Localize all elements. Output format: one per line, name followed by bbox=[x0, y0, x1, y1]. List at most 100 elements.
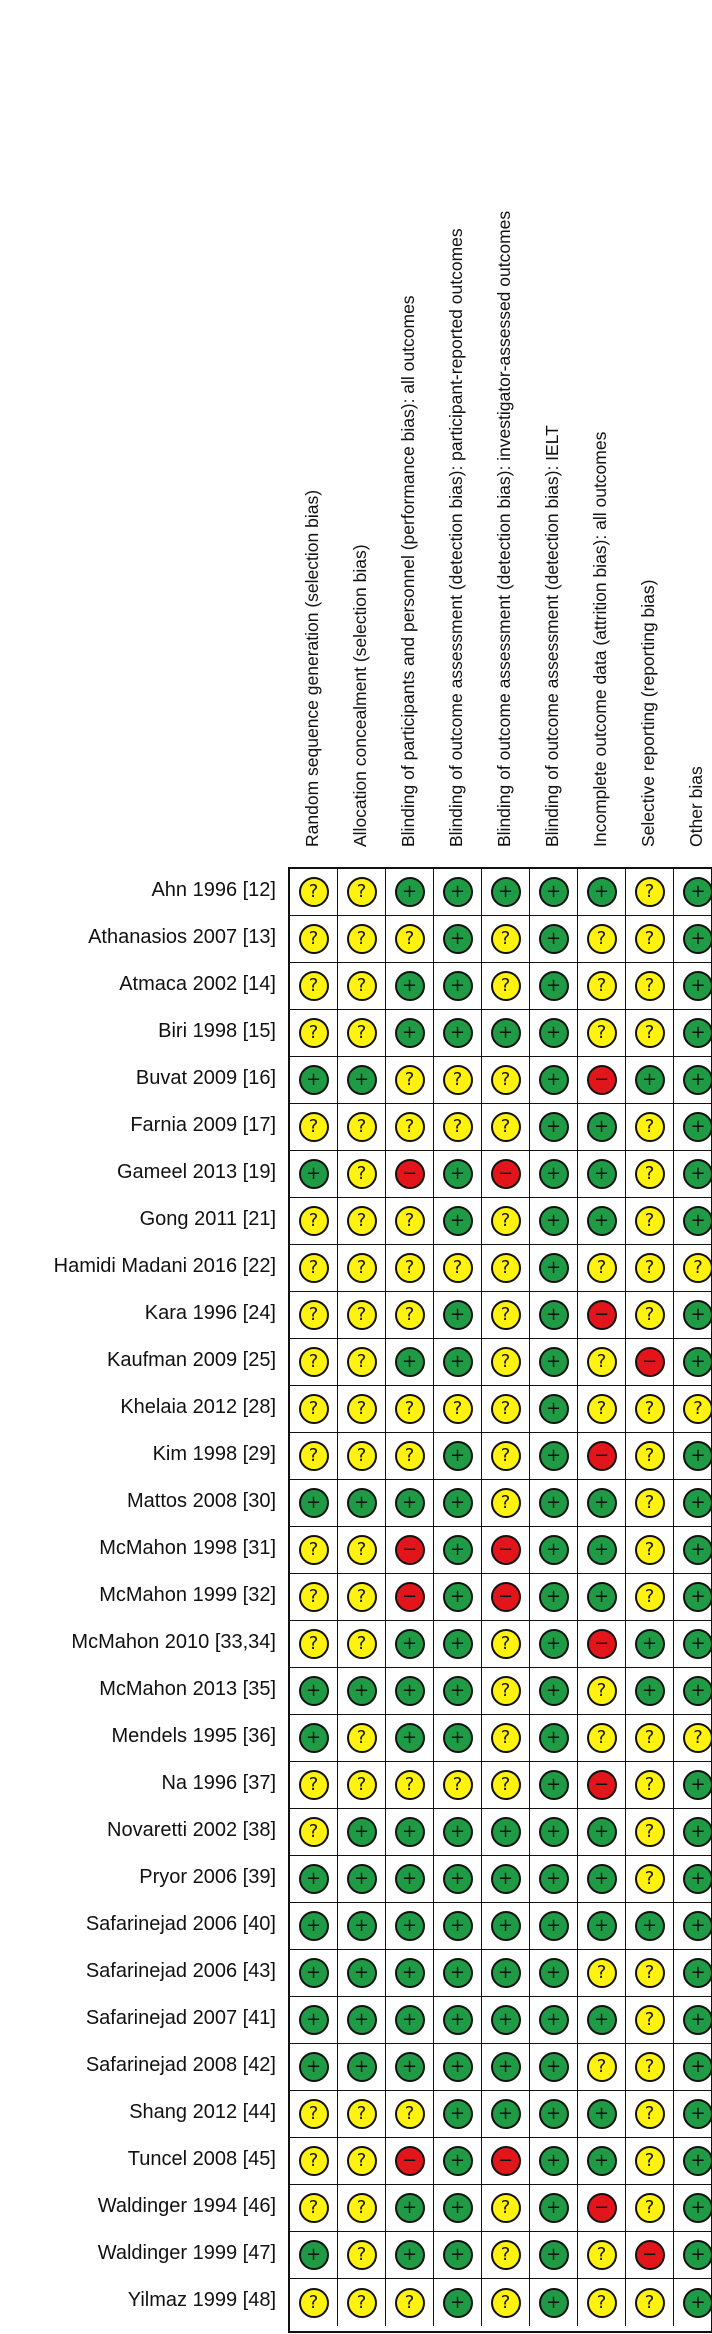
unclear-risk-icon: ? bbox=[490, 1441, 521, 1471]
unclear-risk-icon: ? bbox=[634, 1582, 665, 1612]
judgement-cell: + bbox=[674, 2044, 712, 2091]
judgement-cell: + bbox=[578, 2091, 626, 2138]
unclear-risk-icon: ? bbox=[346, 2193, 377, 2223]
low-risk-icon: + bbox=[394, 1817, 425, 1847]
low-risk-icon: + bbox=[394, 971, 425, 1001]
judgement-cell: + bbox=[530, 1574, 578, 1621]
unclear-risk-icon: ? bbox=[634, 1206, 665, 1236]
judgement-cell: + bbox=[482, 1950, 530, 1997]
judgement-cell: − bbox=[386, 1527, 434, 1574]
judgement-cell: + bbox=[578, 1997, 626, 2044]
study-label: Waldinger 1999 [47] bbox=[97, 2242, 276, 2264]
high-risk-icon: − bbox=[490, 2146, 521, 2176]
unclear-risk-icon: ? bbox=[394, 1206, 425, 1236]
judgement-cell: + bbox=[386, 1339, 434, 1386]
low-risk-icon: + bbox=[538, 1018, 569, 1048]
low-risk-icon: + bbox=[394, 1488, 425, 1518]
judgement-cell: + bbox=[674, 1997, 712, 2044]
unclear-risk-icon: ? bbox=[346, 1300, 377, 1330]
high-risk-icon: − bbox=[394, 2146, 425, 2176]
judgement-cell: + bbox=[434, 2279, 482, 2326]
low-risk-icon: + bbox=[538, 1676, 569, 1706]
judgement-cell: + bbox=[386, 2044, 434, 2091]
judgement-cell: ? bbox=[386, 1292, 434, 1339]
low-risk-icon: + bbox=[538, 1441, 569, 1471]
low-risk-icon: + bbox=[683, 1065, 712, 1095]
judgement-cell: + bbox=[386, 2232, 434, 2279]
high-risk-icon: − bbox=[586, 2193, 617, 2223]
judgement-cell: + bbox=[530, 1856, 578, 1903]
high-risk-icon: − bbox=[586, 1065, 617, 1095]
low-risk-icon: + bbox=[394, 2193, 425, 2223]
judgement-cell: + bbox=[530, 1950, 578, 1997]
low-risk-icon: + bbox=[586, 1206, 617, 1236]
low-risk-icon: + bbox=[442, 1535, 473, 1565]
judgement-cell: ? bbox=[290, 1809, 338, 1856]
judgement-cell: + bbox=[386, 2185, 434, 2232]
study-label: Safarinejad 2008 [42] bbox=[85, 2054, 276, 2076]
judgement-grid: ?? + + + + +? +??? +? +?? +?? + +? +?? +?? + + + +?? + + +??… bbox=[288, 867, 712, 2333]
judgement-cell: ? bbox=[626, 916, 674, 963]
study-label: Hamidi Madani 2016 [22] bbox=[53, 1255, 276, 1277]
judgement-cell: ? bbox=[338, 1433, 386, 1480]
judgement-cell: + bbox=[434, 1151, 482, 1198]
judgement-cell: + bbox=[578, 2138, 626, 2185]
judgement-cell: + bbox=[674, 2279, 712, 2326]
study-label: Athanasios 2007 [13] bbox=[88, 926, 276, 948]
column-header-label: Selective reporting (reporting bias) bbox=[638, 579, 658, 848]
judgement-cell: + bbox=[626, 1057, 674, 1104]
unclear-risk-icon: ? bbox=[442, 1770, 473, 1800]
low-risk-icon: + bbox=[683, 877, 712, 907]
unclear-risk-icon: ? bbox=[634, 1253, 665, 1283]
judgement-cell: + bbox=[674, 2232, 712, 2279]
judgement-cell: ? bbox=[482, 1715, 530, 1762]
judgement-cell: − bbox=[626, 2232, 674, 2279]
unclear-risk-icon: ? bbox=[586, 1723, 617, 1753]
unclear-risk-icon: ? bbox=[490, 1065, 521, 1095]
low-risk-icon: + bbox=[442, 1441, 473, 1471]
judgement-cell: + bbox=[290, 1715, 338, 1762]
judgement-cell: + bbox=[386, 963, 434, 1010]
judgement-cell: + bbox=[674, 1762, 712, 1809]
judgement-cell: + bbox=[530, 1903, 578, 1950]
judgement-cell: ? bbox=[338, 2279, 386, 2326]
low-risk-icon: + bbox=[634, 1629, 665, 1659]
unclear-risk-icon: ? bbox=[634, 1112, 665, 1142]
study-label: Tuncel 2008 [45] bbox=[127, 2148, 276, 2170]
unclear-risk-icon: ? bbox=[346, 924, 377, 954]
judgement-cell: ? bbox=[338, 1574, 386, 1621]
low-risk-icon: + bbox=[442, 2146, 473, 2176]
high-risk-icon: − bbox=[586, 1441, 617, 1471]
judgement-cell: + bbox=[530, 1010, 578, 1057]
judgement-cell: ? bbox=[482, 1433, 530, 1480]
study-label: Pryor 2006 [39] bbox=[139, 1866, 276, 1888]
low-risk-icon: + bbox=[442, 1676, 473, 1706]
judgement-cell: + bbox=[578, 1574, 626, 1621]
judgement-cell: − bbox=[482, 1527, 530, 1574]
judgement-cell: ? bbox=[482, 1621, 530, 1668]
judgement-cell: − bbox=[578, 1762, 626, 1809]
low-risk-icon: + bbox=[442, 1582, 473, 1612]
unclear-risk-icon: ? bbox=[394, 1112, 425, 1142]
low-risk-icon: + bbox=[538, 924, 569, 954]
judgement-cell: + bbox=[482, 2044, 530, 2091]
judgement-cell: ? bbox=[386, 1386, 434, 1433]
column-header: Blinding of outcome assessment (detectio… bbox=[436, 37, 476, 857]
low-risk-icon: + bbox=[298, 1488, 329, 1518]
judgement-cell: ? bbox=[290, 1574, 338, 1621]
unclear-risk-icon: ? bbox=[490, 1253, 521, 1283]
unclear-risk-icon: ? bbox=[298, 1018, 329, 1048]
judgement-cell: + bbox=[578, 1480, 626, 1527]
low-risk-icon: + bbox=[490, 877, 521, 907]
judgement-cell: + bbox=[434, 2138, 482, 2185]
judgement-cell: ? bbox=[626, 1950, 674, 1997]
unclear-risk-icon: ? bbox=[634, 924, 665, 954]
judgement-cell: + bbox=[290, 2044, 338, 2091]
unclear-risk-icon: ? bbox=[683, 1253, 712, 1283]
judgement-cell: ? bbox=[482, 1198, 530, 1245]
unclear-risk-icon: ? bbox=[634, 1723, 665, 1753]
unclear-risk-icon: ? bbox=[634, 1817, 665, 1847]
column-header-label: Incomplete outcome data (attrition bias)… bbox=[590, 431, 610, 847]
low-risk-icon: + bbox=[442, 1488, 473, 1518]
judgement-cell: ? bbox=[386, 2279, 434, 2326]
